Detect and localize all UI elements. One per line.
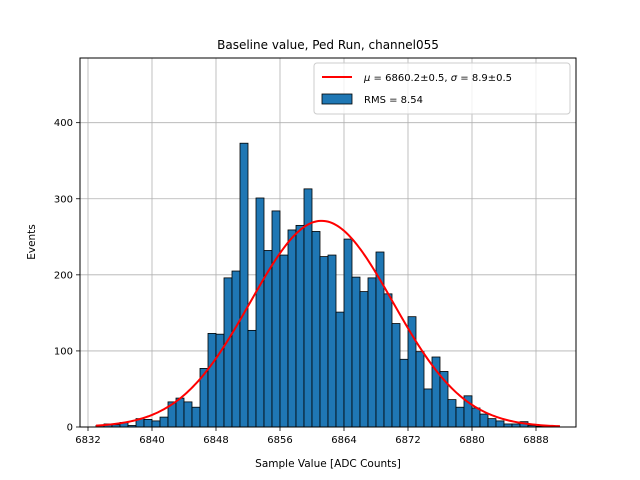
x-tick-label: 6880 (459, 435, 484, 446)
histogram-bar (319, 256, 329, 428)
legend-histogram-label: RMS = 8.54 (364, 95, 423, 106)
histogram-bar (471, 407, 481, 428)
x-tick-label: 6832 (75, 435, 100, 446)
x-axis-label: Sample Value [ADC Counts] (255, 458, 401, 470)
legend-sigma-symbol: σ (451, 73, 458, 84)
histogram-bar (487, 418, 497, 428)
y-tick-label: 300 (54, 194, 73, 205)
x-tick-label: 6840 (139, 435, 164, 446)
y-tick-label: 100 (54, 346, 73, 357)
plot-frame (79, 57, 577, 428)
gaussian-fit-curve (95, 219, 561, 428)
x-tick-label: 6864 (331, 435, 356, 446)
legend-fit-label: μ = 6860.2±0.5, σ = 8.9±0.5 (363, 73, 512, 84)
histogram-bars (95, 142, 553, 428)
x-axis-ticks: 6832 6840 6848 6856 6864 6872 6880 6888 (75, 427, 549, 446)
histogram-bar (359, 291, 369, 428)
histogram-bar (287, 229, 297, 428)
y-tick-label: 400 (54, 118, 73, 129)
histogram-bar (295, 224, 305, 428)
histogram-bar (247, 329, 257, 428)
histogram-bar (143, 418, 153, 428)
histogram-bar (447, 399, 457, 428)
x-tick-label: 6888 (523, 435, 548, 446)
x-tick-label: 6856 (267, 435, 292, 446)
histogram-bar (327, 254, 337, 428)
histogram-bar (207, 333, 217, 428)
legend-mu-symbol: μ (363, 73, 370, 84)
histogram-bar (367, 277, 377, 428)
y-tick-label: 200 (54, 270, 73, 281)
chart-title: Baseline value, Ped Run, channel055 (217, 38, 439, 52)
histogram-bar (399, 358, 409, 428)
legend-mu-value: = 6860.2±0.5, (370, 73, 450, 84)
y-axis-label: Events (26, 224, 38, 260)
legend-box (313, 62, 571, 115)
legend-sigma-value: = 8.9±0.5 (457, 73, 512, 84)
histogram-bar (183, 401, 193, 428)
histogram-bar (311, 231, 321, 428)
histogram-bar (391, 323, 401, 428)
histogram-bar (175, 397, 185, 428)
histogram-bar (335, 311, 345, 428)
histogram-bar (455, 406, 465, 428)
histogram-bar (415, 351, 425, 428)
histogram-bar (223, 277, 233, 428)
histogram-bar (191, 406, 201, 428)
histogram-bar (423, 388, 433, 428)
y-axis-ticks: 0 100 200 300 400 (54, 118, 80, 434)
histogram-bar (279, 254, 289, 428)
histogram-bar (495, 420, 505, 428)
histogram-bar (239, 142, 249, 428)
histogram-bar (479, 413, 489, 428)
x-tick-label: 6872 (395, 435, 420, 446)
histogram-bar (151, 420, 161, 428)
histogram-bar (343, 238, 353, 428)
x-tick-label: 6848 (203, 435, 228, 446)
legend: μ = 6860.2±0.5, σ = 8.9±0.5 RMS = 8.54 (313, 62, 571, 115)
histogram-bar (231, 270, 241, 428)
histogram-bar (271, 210, 281, 428)
legend-histogram-swatch (321, 93, 353, 105)
histogram-bar (255, 197, 265, 428)
histogram-bar (383, 293, 393, 428)
histogram-bar (351, 276, 361, 428)
histogram-bar (159, 416, 169, 428)
y-tick-label: 0 (67, 423, 73, 434)
